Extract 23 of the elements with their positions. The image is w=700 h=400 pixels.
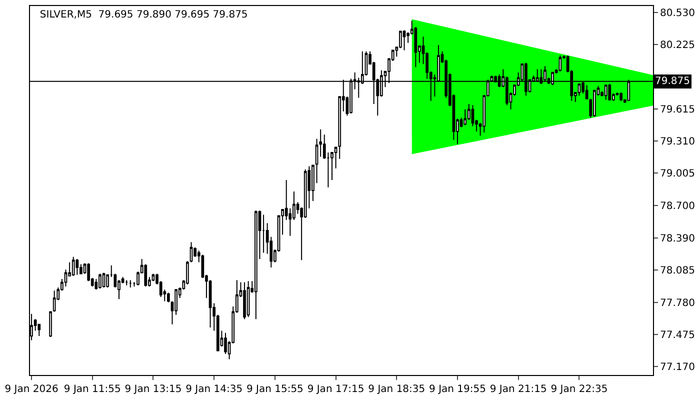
x-tick-label: 9 Jan 19:55: [429, 384, 486, 395]
x-tick-label: 9 Jan 14:35: [186, 384, 243, 395]
y-tick-label: 79.615: [660, 104, 695, 116]
y-tick-label: 78.085: [660, 266, 695, 277]
x-tick-label: 9 Jan 21:15: [490, 384, 547, 395]
y-tick-label: 77.475: [660, 330, 695, 341]
y-tick-label: 77.780: [660, 298, 695, 309]
y-tick-label: 78.700: [660, 200, 695, 212]
x-tick-label: 9 Jan 11:55: [64, 384, 121, 395]
x-tick-label: 9 Jan 15:55: [246, 384, 304, 395]
x-tick-label: 9 Jan 17:15: [307, 384, 364, 395]
ref-line-label: 79.875: [655, 76, 690, 87]
chart-title: SILVER,M5 79.695 79.890 79.695 79.875: [40, 10, 248, 20]
y-tick-label: 78.390: [660, 233, 695, 244]
x-tick-label: 9 Jan 22:35: [550, 384, 608, 395]
y-tick-label: 79.005: [660, 168, 695, 180]
y-tick-label: 80.225: [660, 40, 695, 51]
x-tick-label: 9 Jan 13:15: [124, 384, 182, 395]
x-tick-label: 9 Jan 2026: [4, 384, 58, 395]
y-tick-label: 80.530: [660, 8, 695, 19]
y-tick-label: 77.170: [660, 362, 695, 374]
y-tick-label: 79.310: [660, 136, 695, 148]
x-tick-label: 9 Jan 18:35: [368, 384, 426, 395]
